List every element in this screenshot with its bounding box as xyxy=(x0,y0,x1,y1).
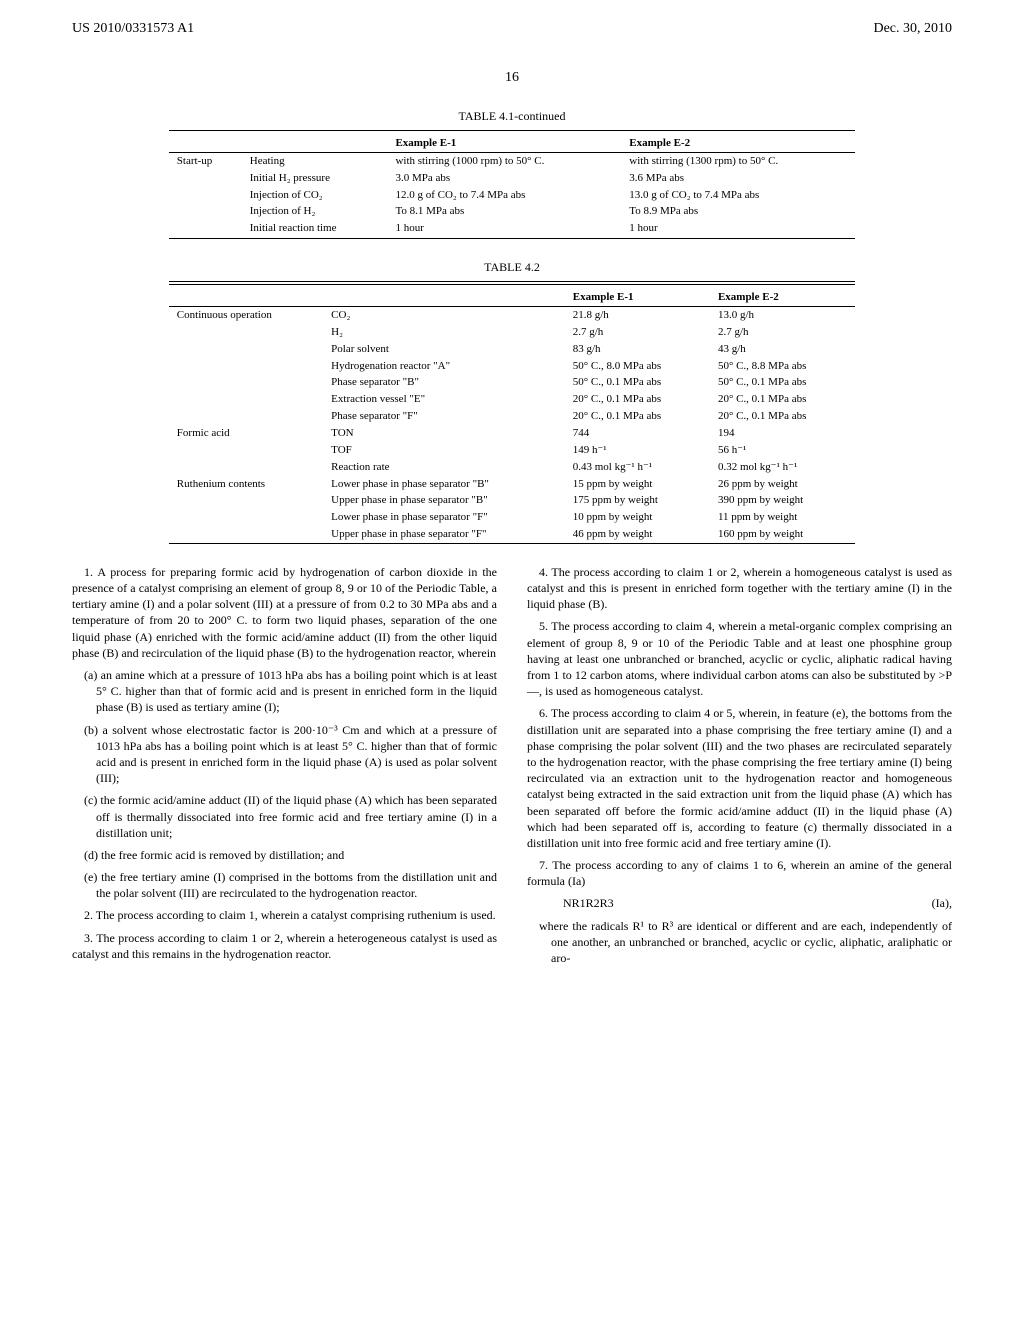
claim-4: 4. The process according to claim 1 or 2… xyxy=(527,564,952,613)
claim-1c: (c) the formic acid/amine adduct (II) of… xyxy=(96,792,497,841)
table-row: Upper phase in phase separator "B"175 pp… xyxy=(169,492,855,509)
table-row: Ruthenium contentsLower phase in phase s… xyxy=(169,476,855,493)
table-4-2: Example E-1 Example E-2 Continuous opera… xyxy=(169,281,855,544)
table-row: Injection of H₂ To 8.1 MPa absTo 8.9 MPa… xyxy=(169,203,855,220)
claims-section: 1. A process for preparing formic acid b… xyxy=(72,564,952,970)
table-row: H₂2.7 g/h2.7 g/h xyxy=(169,324,855,341)
table-row: Initial reaction time 1 hour1 hour xyxy=(169,220,855,238)
claim-7: 7. The process according to any of claim… xyxy=(527,857,952,889)
table-row: Lower phase in phase separator "F"10 ppm… xyxy=(169,509,855,526)
table-row: TOF149 h⁻¹56 h⁻¹ xyxy=(169,442,855,459)
page-header: US 2010/0331573 A1 Dec. 30, 2010 xyxy=(72,20,952,39)
claim-1e: (e) the free tertiary amine (I) comprise… xyxy=(96,869,497,901)
col-e2: Example E-2 xyxy=(710,285,855,307)
table-row: Polar solvent83 g/h43 g/h xyxy=(169,341,855,358)
table-row: Extraction vessel "E"20° C., 0.1 MPa abs… xyxy=(169,391,855,408)
table-row: Injection of CO₂ 12.0 g of CO₂ to 7.4 MP… xyxy=(169,187,855,204)
table-row: Reaction rate0.43 mol kg⁻¹ h⁻¹0.32 mol k… xyxy=(169,459,855,476)
claim-7b: where the radicals R¹ to R³ are identica… xyxy=(551,918,952,967)
claim-1d: (d) the free formic acid is removed by d… xyxy=(96,847,497,863)
table-row: Continuous operationCO₂21.8 g/h13.0 g/h xyxy=(169,307,855,324)
claim-5: 5. The process according to claim 4, whe… xyxy=(527,618,952,699)
col-e2: Example E-2 xyxy=(621,130,855,152)
page-number: 16 xyxy=(72,69,952,88)
claim-1a: (a) an amine which at a pressure of 1013… xyxy=(96,667,497,716)
table41-title: TABLE 4.1-continued xyxy=(72,108,952,124)
claim-2: 2. The process according to claim 1, whe… xyxy=(72,907,497,923)
table-row: Upper phase in phase separator "F"46 ppm… xyxy=(169,526,855,543)
claim-6: 6. The process according to claim 4 or 5… xyxy=(527,705,952,851)
table-row: Hydrogenation reactor "A"50° C., 8.0 MPa… xyxy=(169,358,855,375)
table-row: Initial H₂ pressure 3.0 MPa abs3.6 MPa a… xyxy=(169,170,855,187)
table-row: Phase separator "F"20° C., 0.1 MPa abs20… xyxy=(169,408,855,425)
publication-date: Dec. 30, 2010 xyxy=(873,20,952,39)
table42-title: TABLE 4.2 xyxy=(72,259,952,275)
table-4-1: Example E-1 Example E-2 Start-upHeating … xyxy=(169,130,855,239)
claim-1b: (b) a solvent whose electrostatic factor… xyxy=(96,722,497,787)
claim-3: 3. The process according to claim 1 or 2… xyxy=(72,930,497,962)
patent-id: US 2010/0331573 A1 xyxy=(72,20,194,39)
table-row: Phase separator "B"50° C., 0.1 MPa abs50… xyxy=(169,374,855,391)
claim-1: 1. A process for preparing formic acid b… xyxy=(72,564,497,661)
claim-7-formula: NR1R2R3 (Ia), xyxy=(563,895,952,911)
col-e1: Example E-1 xyxy=(387,130,621,152)
table-row: Start-upHeating with stirring (1000 rpm)… xyxy=(169,153,855,170)
col-e1: Example E-1 xyxy=(565,285,710,307)
table-row: Formic acidTON744194 xyxy=(169,425,855,442)
